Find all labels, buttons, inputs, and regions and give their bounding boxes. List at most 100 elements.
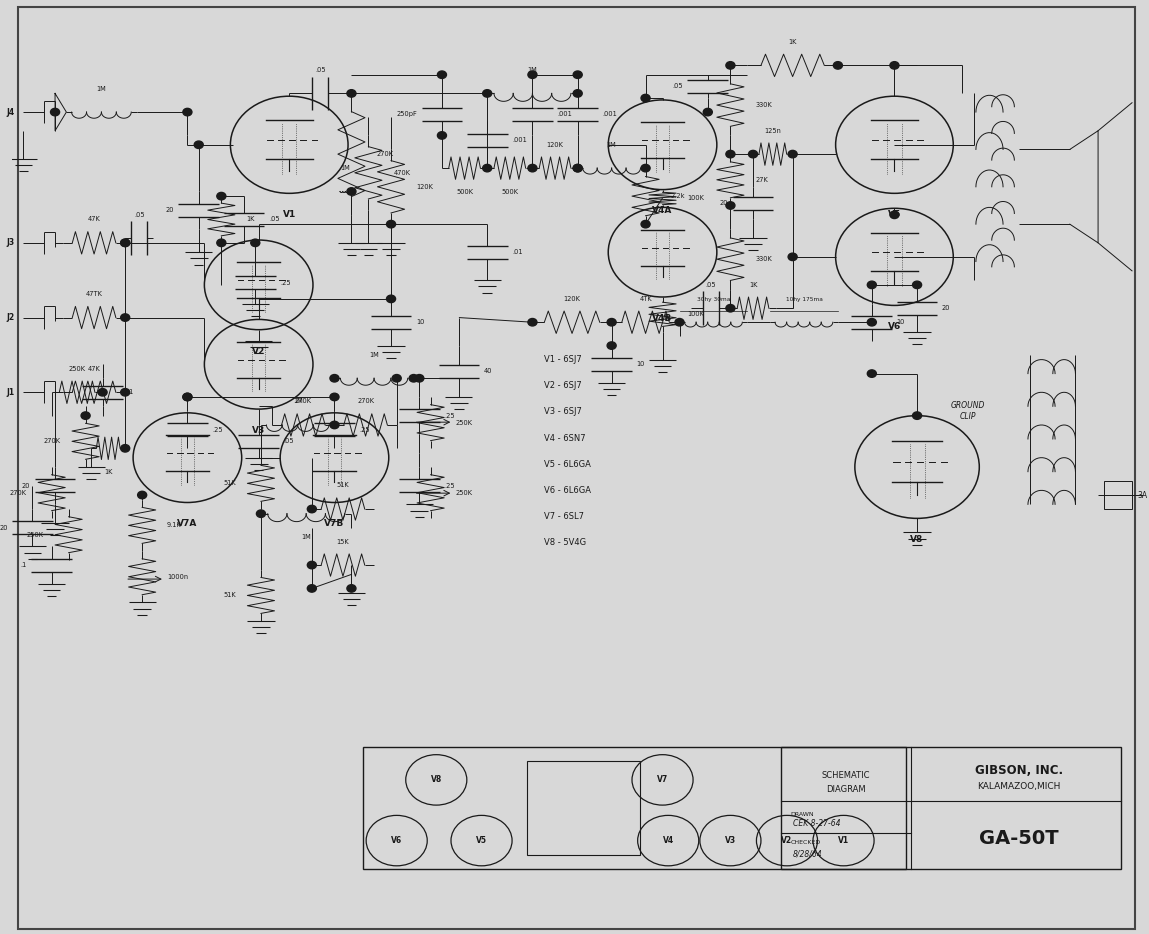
Text: 51K: 51K	[223, 480, 236, 487]
Text: 27K: 27K	[755, 177, 768, 183]
Text: V7B: V7B	[324, 519, 345, 529]
Text: 250K: 250K	[455, 419, 472, 426]
Circle shape	[194, 141, 203, 149]
Text: V3: V3	[252, 426, 265, 435]
Text: .25: .25	[280, 279, 291, 286]
Text: V3 - 6SJ7: V3 - 6SJ7	[543, 407, 581, 417]
Bar	[1104, 481, 1132, 509]
Text: .1: .1	[21, 562, 26, 568]
Text: .05: .05	[134, 212, 145, 218]
Text: .01: .01	[512, 249, 523, 255]
Circle shape	[788, 150, 797, 158]
Text: 270K: 270K	[295, 399, 311, 404]
Circle shape	[748, 150, 757, 158]
Text: V1: V1	[283, 210, 295, 219]
Text: 250K: 250K	[455, 489, 472, 496]
Bar	[781, 747, 1120, 869]
Text: J1: J1	[6, 388, 14, 397]
Text: 500K: 500K	[456, 189, 473, 194]
Circle shape	[641, 164, 650, 172]
Circle shape	[573, 164, 583, 172]
Circle shape	[726, 304, 735, 312]
Circle shape	[527, 164, 537, 172]
Text: 51K: 51K	[337, 483, 349, 488]
Circle shape	[573, 90, 583, 97]
Text: SCHEMATIC: SCHEMATIC	[822, 771, 870, 780]
Text: 1M: 1M	[607, 142, 617, 148]
Text: V4 - 6SN7: V4 - 6SN7	[543, 433, 585, 443]
Text: .001: .001	[602, 111, 617, 118]
Text: 4TK: 4TK	[639, 296, 651, 302]
Text: V7 - 6SL7: V7 - 6SL7	[543, 512, 584, 521]
Circle shape	[573, 164, 583, 172]
Circle shape	[347, 90, 356, 97]
Text: DRAWN: DRAWN	[791, 812, 813, 817]
Text: V8: V8	[910, 535, 924, 545]
Circle shape	[138, 491, 147, 499]
Text: 1K: 1K	[105, 469, 113, 474]
Circle shape	[121, 389, 130, 396]
Circle shape	[250, 239, 260, 247]
Text: 470K: 470K	[393, 170, 410, 176]
Circle shape	[121, 314, 130, 321]
Circle shape	[307, 585, 316, 592]
Text: 20: 20	[942, 305, 950, 311]
Circle shape	[347, 585, 356, 592]
Text: V1: V1	[838, 836, 849, 845]
Text: V8 - 5V4G: V8 - 5V4G	[543, 538, 586, 547]
Text: 120K: 120K	[416, 184, 433, 190]
Circle shape	[703, 108, 712, 116]
Circle shape	[330, 393, 339, 401]
Text: .001: .001	[512, 137, 527, 143]
Text: 20: 20	[165, 207, 173, 213]
Text: V3: V3	[725, 836, 737, 845]
Text: 47TK: 47TK	[86, 291, 102, 297]
Text: 1000n: 1000n	[167, 573, 188, 580]
Bar	[363, 747, 905, 869]
Circle shape	[347, 188, 356, 195]
Bar	[526, 761, 640, 855]
Text: V2 - 6SJ7: V2 - 6SJ7	[543, 381, 581, 390]
Circle shape	[726, 202, 735, 209]
Text: .1: .1	[128, 389, 133, 395]
Text: 10hy 175ma: 10hy 175ma	[786, 297, 823, 302]
Text: 10: 10	[416, 319, 424, 325]
Text: 20: 20	[719, 200, 728, 206]
Text: CEK 8-27-64: CEK 8-27-64	[793, 819, 840, 828]
Text: 270K: 270K	[377, 151, 393, 157]
Text: 120K: 120K	[547, 142, 563, 148]
Circle shape	[527, 71, 537, 78]
Text: J4: J4	[6, 107, 14, 117]
Text: 250K: 250K	[69, 366, 86, 372]
Text: 10: 10	[896, 319, 905, 325]
Circle shape	[307, 561, 316, 569]
Text: V4B: V4B	[653, 314, 672, 323]
Circle shape	[415, 375, 424, 382]
Text: .05: .05	[269, 217, 279, 222]
Text: 8/28/64: 8/28/64	[793, 849, 823, 858]
Text: CHECKED: CHECKED	[791, 840, 820, 845]
Circle shape	[438, 132, 447, 139]
Text: V7: V7	[657, 775, 669, 785]
Circle shape	[641, 94, 650, 102]
Circle shape	[121, 239, 130, 247]
Circle shape	[867, 370, 877, 377]
Text: 270K: 270K	[44, 438, 61, 445]
Text: 1M: 1M	[369, 352, 379, 358]
Text: GA-50T: GA-50T	[979, 829, 1058, 848]
Circle shape	[256, 510, 265, 517]
Circle shape	[98, 389, 107, 396]
Text: 47K: 47K	[87, 366, 100, 372]
Text: 1M: 1M	[97, 86, 107, 92]
Text: 100K: 100K	[687, 195, 704, 202]
Text: 10: 10	[637, 361, 645, 367]
Text: 1M: 1M	[340, 165, 350, 171]
Text: J2: J2	[6, 313, 14, 322]
Text: .001: .001	[557, 111, 572, 118]
Text: 100K: 100K	[687, 311, 704, 318]
Circle shape	[121, 445, 130, 452]
Text: 40: 40	[484, 368, 492, 375]
Text: .25: .25	[213, 427, 223, 432]
Circle shape	[867, 318, 877, 326]
Text: 120K: 120K	[564, 296, 580, 302]
